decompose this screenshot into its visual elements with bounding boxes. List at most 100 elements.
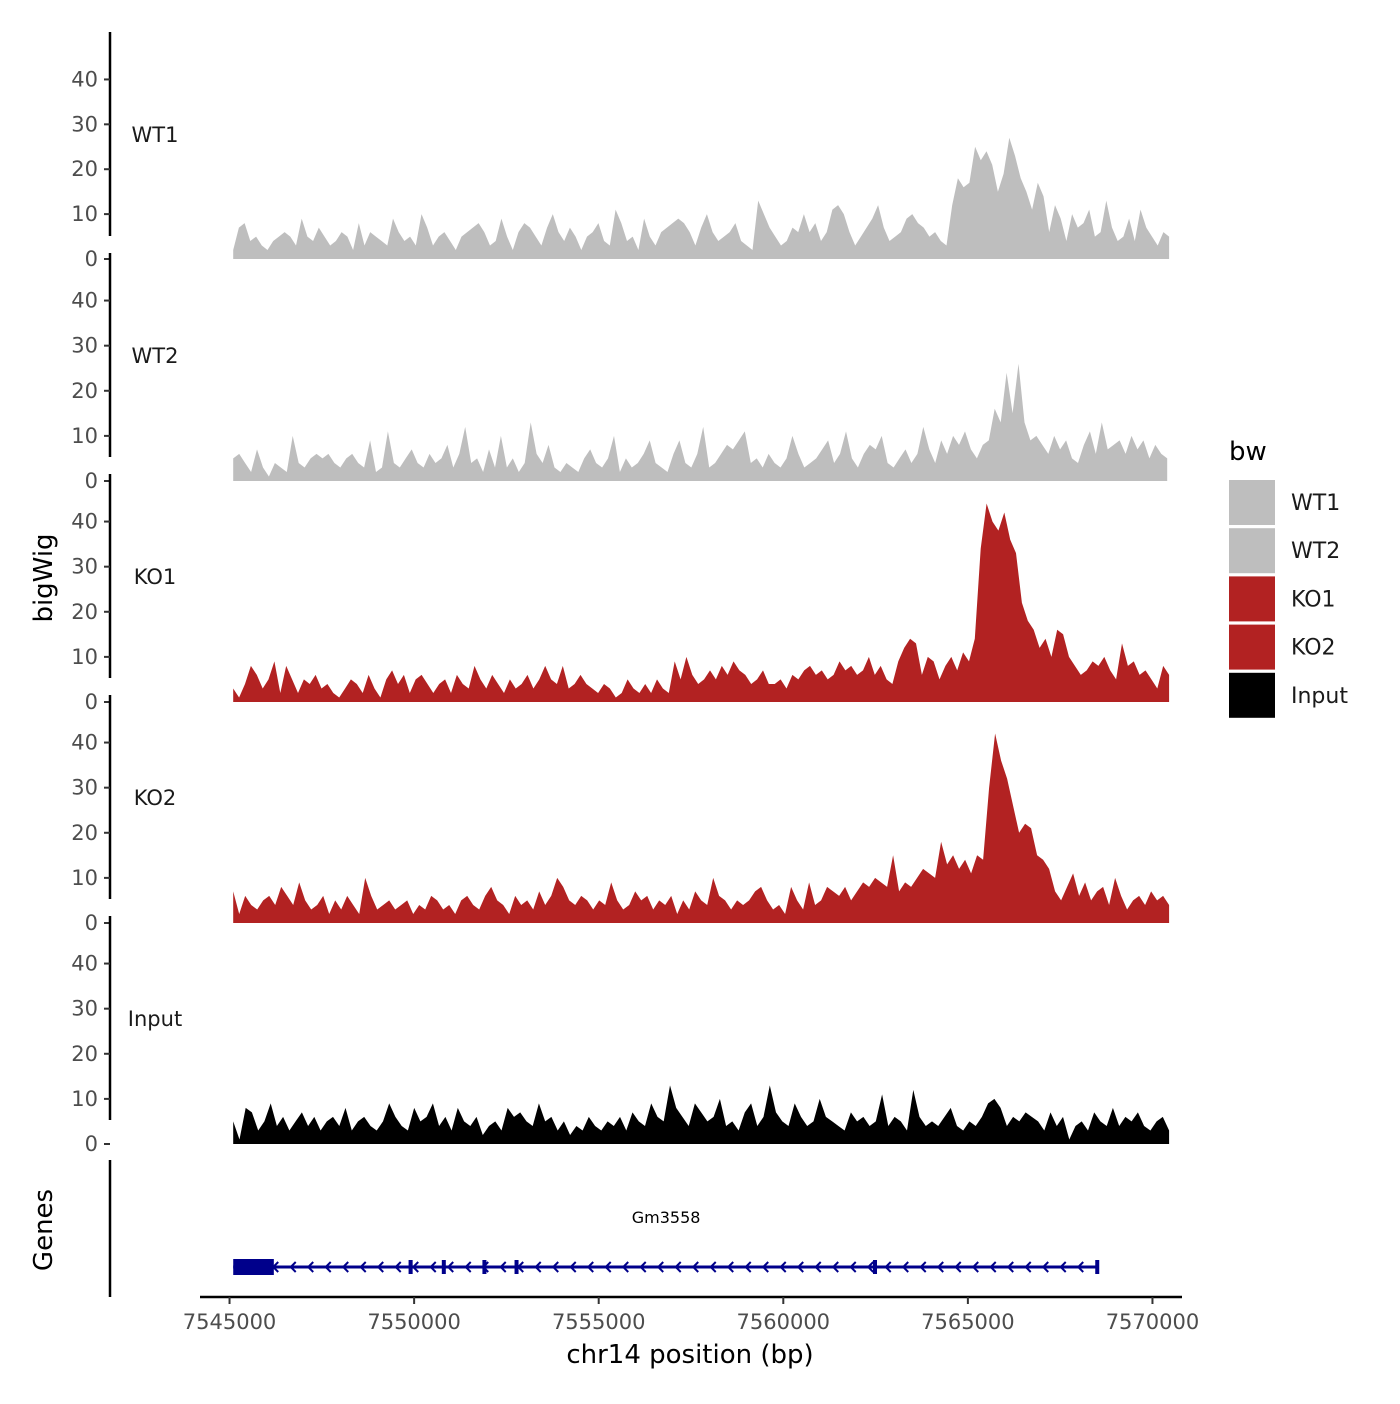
strand-arrow [306, 1261, 314, 1273]
y-tick-label: 20 [71, 157, 98, 181]
track-label-wt2: WT2 [132, 344, 179, 368]
strand-arrow [831, 1261, 839, 1273]
strand-arrow [1059, 1261, 1067, 1273]
strand-arrow [586, 1261, 594, 1273]
y-tick-label: 30 [71, 555, 98, 579]
strand-arrow [324, 1261, 332, 1273]
y-tick-label: 40 [71, 510, 98, 534]
y-tick-label: 0 [85, 247, 98, 271]
y-tick-label: 10 [71, 202, 98, 226]
gene-panel-title: Genes [29, 1189, 59, 1271]
strand-arrow [884, 1261, 892, 1273]
strand-arrow [621, 1261, 629, 1273]
strand-arrow [901, 1261, 909, 1273]
gene-name-label: Gm3558 [632, 1208, 701, 1227]
track-label-input: Input [128, 1007, 182, 1031]
gene-exon [441, 1260, 446, 1274]
y-tick-label: 0 [85, 469, 98, 493]
coverage-area-wt2 [233, 363, 1168, 481]
strand-arrow [849, 1261, 857, 1273]
coverage-area-wt1 [233, 137, 1170, 259]
strand-arrow [289, 1261, 297, 1273]
strand-arrow [1024, 1261, 1032, 1273]
legend-key-wt2 [1229, 528, 1275, 574]
strand-arrow [709, 1261, 717, 1273]
strand-arrow [744, 1261, 752, 1273]
strand-arrow [726, 1261, 734, 1273]
tracks-layer: 0 10 20 30 40 WT1 0 10 20 30 40 WT2 0 10 20 30 40 KO1 0 10 2… [71, 32, 1170, 1156]
coverage-area-input [233, 1085, 1170, 1144]
y-tick-label: 10 [71, 1087, 98, 1111]
x-tick-label: 7555000 [552, 1310, 646, 1334]
strand-arrow [499, 1261, 507, 1273]
x-tick-label: 7550000 [367, 1310, 461, 1334]
strand-arrow [534, 1261, 542, 1273]
track-panel-ko2: 0 10 20 30 40 KO2 [71, 695, 1170, 935]
y-tick-label: 20 [71, 379, 98, 403]
y-tick-label: 30 [71, 997, 98, 1021]
strand-arrow [989, 1261, 997, 1273]
y-tick-label: 10 [71, 645, 98, 669]
strand-arrow [814, 1261, 822, 1273]
strand-arrow [376, 1261, 384, 1273]
gene-exon [408, 1260, 413, 1274]
strand-arrow [796, 1261, 804, 1273]
legend-key-input [1229, 672, 1275, 718]
strand-arrow [1041, 1261, 1049, 1273]
legend-key-ko2 [1229, 624, 1275, 670]
strand-arrow [359, 1261, 367, 1273]
strand-arrow [656, 1261, 664, 1273]
strand-arrow [691, 1261, 699, 1273]
coverage-area-ko2 [233, 733, 1170, 923]
x-tick-label: 7545000 [183, 1310, 277, 1334]
y-tick-label: 30 [71, 334, 98, 358]
strand-arrow [936, 1261, 944, 1273]
strand-arrow [779, 1261, 787, 1273]
legend-label-wt1: WT1 [1291, 491, 1340, 516]
x-tick-label: 7565000 [921, 1310, 1015, 1334]
y-tick-label: 40 [71, 67, 98, 91]
strand-arrow [446, 1261, 454, 1273]
y-tick-label: 30 [71, 776, 98, 800]
strand-arrow [411, 1261, 419, 1273]
y-tick-label: 30 [71, 112, 98, 136]
y-tick-label: 40 [71, 731, 98, 755]
track-panel-input: 0 10 20 30 40 Input [71, 916, 1170, 1156]
gene-exon [1095, 1260, 1100, 1274]
strand-arrow [919, 1261, 927, 1273]
strand-arrow [341, 1261, 349, 1273]
strand-arrow [971, 1261, 979, 1273]
y-tick-label: 10 [71, 866, 98, 890]
coverage-area-ko1 [233, 503, 1170, 702]
strand-arrow [394, 1261, 402, 1273]
x-tick-label: 7570000 [1106, 1310, 1200, 1334]
legend: bw WT1 WT2 KO1 KO2 Input [1229, 437, 1348, 718]
legend-label-ko1: KO1 [1291, 587, 1336, 612]
legend-key-wt1 [1229, 480, 1275, 525]
strand-arrow [464, 1261, 472, 1273]
strand-arrow [866, 1261, 874, 1273]
legend-label-ko2: KO2 [1291, 636, 1336, 661]
track-panel-wt2: 0 10 20 30 40 WT2 [71, 253, 1168, 493]
legend-key-ko1 [1229, 576, 1275, 622]
track-label-ko1: KO1 [134, 565, 177, 589]
strand-arrow [604, 1261, 612, 1273]
strand-arrow [1076, 1261, 1084, 1273]
track-panel-wt1: 0 10 20 30 40 WT1 [71, 32, 1170, 271]
y-tick-label: 20 [71, 600, 98, 624]
legend-label-input: Input [1291, 684, 1348, 709]
strand-arrow [761, 1261, 769, 1273]
strand-arrow [429, 1261, 437, 1273]
y-tick-label: 0 [85, 690, 98, 714]
y-axis-title: bigWig [29, 533, 59, 622]
y-tick-label: 40 [71, 952, 98, 976]
strand-arrow [551, 1261, 559, 1273]
track-panel-ko1: 0 10 20 30 40 KO1 [71, 474, 1170, 714]
y-tick-label: 40 [71, 289, 98, 313]
strand-arrow [639, 1261, 647, 1273]
gene-exon [233, 1259, 274, 1275]
x-tick-label: 7560000 [737, 1310, 831, 1334]
gene-panel: Gm3558 [108, 1160, 1100, 1297]
